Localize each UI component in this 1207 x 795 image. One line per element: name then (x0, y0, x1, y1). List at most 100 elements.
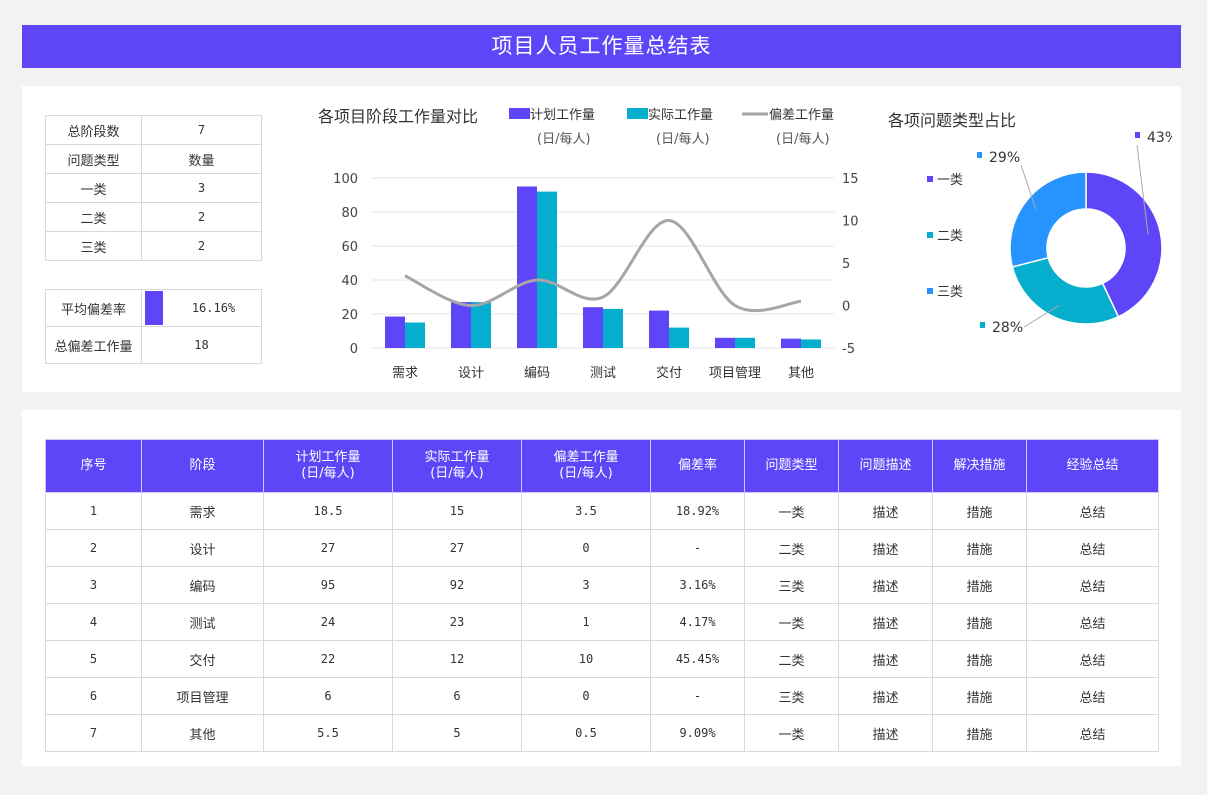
table-cell: 措施 (932, 714, 1027, 752)
donut-label-marker (977, 152, 982, 158)
x-category-label: 其他 (788, 366, 814, 381)
table-cell: 一类 (744, 492, 839, 530)
table-cell: 设计 (141, 529, 264, 567)
y-right-tick: 0 (842, 300, 850, 315)
dashboard-panel: 总阶段数 7 问题类型 数量 一类 3 二类 2 三类 2 平均偏差率 16.1… (22, 86, 1181, 392)
table-cell: 3.5 (521, 492, 651, 530)
table-cell: 总结 (1026, 529, 1159, 567)
table-cell: 措施 (932, 529, 1027, 567)
combo-chart-title: 各项目阶段工作量对比 (318, 107, 478, 126)
donut-legend-marker (927, 288, 933, 294)
y-left-tick: 40 (341, 274, 358, 289)
donut-leader-line (1023, 305, 1060, 328)
legend-actual-swatch (627, 108, 648, 119)
avg-deviation-bar (145, 291, 163, 325)
table-cell: 一类 (744, 603, 839, 641)
table-cell: 27 (263, 529, 393, 567)
table-cell: 6 (45, 677, 142, 715)
donut-slice (1085, 171, 1163, 318)
table-cell: 9.09% (650, 714, 745, 752)
summary-value: 3 (141, 173, 262, 203)
y-left-tick: 20 (341, 308, 358, 323)
bar-actual (801, 339, 821, 348)
table-row: 3 编码 95 92 3 3.16% 三类 描述 措施 总结 (45, 566, 1159, 604)
summary-value: 2 (141, 202, 262, 232)
x-category-label: 交付 (656, 365, 682, 381)
table-cell: 总结 (1026, 566, 1159, 604)
donut-legend-marker (927, 232, 933, 238)
bar-planned (385, 316, 405, 348)
table-cell: 措施 (932, 603, 1027, 641)
table-cell: 22 (263, 640, 393, 678)
table-cell: 6 (392, 677, 522, 715)
table-cell: 7 (45, 714, 142, 752)
summary-label: 三类 (45, 231, 142, 261)
table-cell: 二类 (744, 640, 839, 678)
bar-actual (471, 302, 491, 348)
workload-detail-table: 序号 阶段 计划工作量 (日/每人) 实际工作量 (日/每人) 偏差工作量 (日/每人… (45, 439, 1159, 752)
table-cell: 措施 (932, 677, 1027, 715)
table-cell: 措施 (932, 640, 1027, 678)
bar-planned (583, 307, 603, 348)
table-cell: 描述 (838, 603, 933, 641)
summary-row: 问题类型 数量 (45, 144, 262, 174)
table-cell: 一类 (744, 714, 839, 752)
table-cell: 描述 (838, 714, 933, 752)
y-right-tick: 5 (842, 257, 850, 272)
summary-row: 一类 3 (45, 173, 262, 203)
table-cell: 描述 (838, 566, 933, 604)
table-cell: 5.5 (263, 714, 393, 752)
table-cell: 5 (392, 714, 522, 752)
table-cell: 10 (521, 640, 651, 678)
table-row: 1 需求 18.5 15 3.5 18.92% 一类 描述 措施 总结 (45, 492, 1159, 530)
avg-deviation-label: 平均偏差率 (45, 289, 142, 327)
table-cell: 三类 (744, 677, 839, 715)
table-cell: 0 (521, 529, 651, 567)
table-cell: 交付 (141, 640, 264, 678)
table-cell: 18.5 (263, 492, 393, 530)
table-cell: 总结 (1026, 603, 1159, 641)
table-cell: 3.16% (650, 566, 745, 604)
total-deviation-row: 总偏差工作量 18 (45, 326, 262, 364)
table-cell: - (650, 529, 745, 567)
table-cell: 三类 (744, 566, 839, 604)
y-left-tick: 60 (341, 240, 358, 255)
header-issue-desc: 问题描述 (838, 439, 933, 493)
summary-label: 问题类型 (45, 144, 142, 174)
header-actual: 实际工作量 (日/每人) (392, 439, 522, 493)
y-left-tick: 80 (341, 206, 358, 221)
summary-table: 总阶段数 7 问题类型 数量 一类 3 二类 2 三类 2 (45, 115, 262, 261)
table-cell: 4 (45, 603, 142, 641)
legend-planned-label: 计划工作量 (530, 108, 595, 123)
header-issue-type: 问题类型 (744, 439, 839, 493)
table-cell: 4.17% (650, 603, 745, 641)
table-cell: 需求 (141, 492, 264, 530)
table-cell: 描述 (838, 677, 933, 715)
avg-deviation-row: 平均偏差率 16.16% (45, 289, 262, 327)
bar-planned (517, 186, 537, 348)
bar-actual (603, 308, 623, 348)
bar-actual (735, 337, 755, 348)
table-row: 6 项目管理 6 6 0- 三类 描述 措施 总结 (45, 677, 1159, 715)
summary-label: 一类 (45, 173, 142, 203)
bar-planned (781, 338, 801, 348)
detail-panel: 序号 阶段 计划工作量 (日/每人) 实际工作量 (日/每人) 偏差工作量 (日/每人… (22, 410, 1181, 766)
bar-actual (537, 191, 557, 348)
header-deviation-rate: 偏差率 (650, 439, 745, 493)
table-cell: 描述 (838, 529, 933, 567)
y-right-tick: 15 (842, 172, 859, 187)
donut-label-marker (980, 322, 985, 328)
table-cell: - (650, 677, 745, 715)
avg-deviation-value: 16.16% (166, 289, 262, 327)
table-cell: 23 (392, 603, 522, 641)
header-lessons: 经验总结 (1026, 439, 1159, 493)
x-category-label: 项目管理 (709, 366, 761, 381)
donut-leader-line (1136, 144, 1149, 235)
bar-planned (649, 310, 669, 348)
donut-legend-label: 二类 (937, 229, 963, 244)
y-left-tick: 100 (333, 172, 358, 187)
table-cell: 0.5 (521, 714, 651, 752)
table-cell: 3 (45, 566, 142, 604)
header-stage: 阶段 (141, 439, 264, 493)
table-cell: 1 (521, 603, 651, 641)
